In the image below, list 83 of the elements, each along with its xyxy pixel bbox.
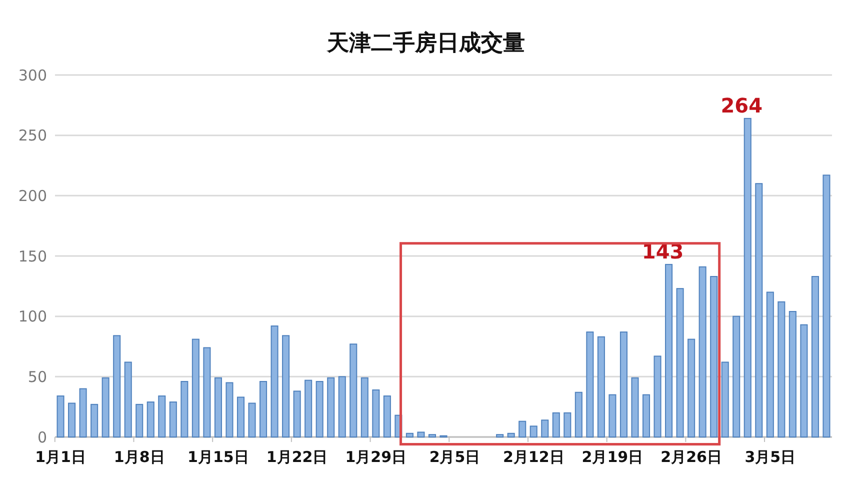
x-tick-label: 1月22日: [266, 448, 328, 466]
x-tick-label: 1月8日: [114, 448, 165, 466]
bar: [541, 420, 549, 438]
bar: [778, 301, 786, 438]
bar: [654, 356, 662, 438]
bar: [597, 336, 605, 438]
x-tick-label: 2月12日: [502, 448, 564, 466]
bar: [496, 434, 504, 438]
bar: [236, 396, 245, 438]
bar: [732, 316, 740, 438]
bar: [721, 362, 729, 438]
bar: [360, 377, 368, 438]
bar: [282, 335, 290, 438]
bar: [688, 338, 696, 438]
bar: [260, 380, 268, 438]
bar: [800, 324, 808, 438]
bar: [203, 347, 211, 438]
bar: [372, 389, 380, 438]
bar: [158, 395, 166, 438]
y-tick-label: 0: [37, 428, 47, 446]
bar: [68, 402, 76, 438]
x-tick-label: 2月26日: [660, 448, 722, 466]
bar: [169, 402, 177, 438]
x-tick-label: 1月15日: [188, 448, 249, 466]
data-label: 264: [720, 93, 763, 118]
bar: [304, 380, 312, 438]
bar: [124, 362, 132, 438]
bar: [102, 377, 110, 438]
bar: [270, 325, 278, 438]
y-tick-label: 150: [18, 247, 47, 266]
x-tick-label: 2月19日: [582, 448, 644, 466]
bar: [428, 434, 436, 438]
bar: [136, 404, 144, 438]
bar: [744, 118, 752, 438]
bar: [507, 432, 515, 438]
x-tick-label: 1月29日: [345, 448, 407, 466]
bar: [327, 377, 335, 438]
y-tick-label: 250: [18, 126, 47, 145]
bar: [350, 344, 358, 438]
y-tick-label: 200: [18, 186, 47, 205]
bar: [56, 395, 64, 438]
bar: [214, 377, 222, 438]
bar: [620, 332, 628, 438]
bar: [574, 392, 582, 438]
bar: [146, 402, 154, 438]
data-label: 143: [642, 239, 684, 264]
bar: [79, 388, 87, 438]
chart-title: 天津二手房日成交量: [326, 30, 525, 56]
y-tick-label: 100: [18, 308, 47, 326]
bar: [338, 376, 346, 438]
bar: [788, 311, 796, 438]
y-tick-label: 50: [28, 368, 47, 386]
bar: [811, 276, 819, 438]
bar: [631, 377, 639, 438]
bar: [293, 390, 301, 438]
y-tick-label: 300: [18, 66, 47, 84]
bar: [822, 174, 830, 438]
bar: [383, 395, 391, 438]
bar: [586, 332, 594, 438]
bar: [406, 432, 414, 438]
bar: [552, 412, 560, 438]
bar: [192, 338, 200, 438]
bar: [226, 382, 234, 438]
bar: [90, 404, 98, 438]
bar: [248, 402, 256, 438]
bar: [665, 264, 673, 438]
bar: [518, 420, 526, 438]
bar: [564, 412, 572, 438]
bar: [316, 380, 324, 438]
bar: [698, 266, 706, 438]
bar: [180, 380, 188, 438]
x-tick-label: 1月1日: [35, 448, 86, 466]
bar: [766, 292, 774, 438]
x-tick-label: 2月5日: [429, 448, 480, 466]
bar: [530, 426, 538, 438]
bar: [642, 394, 650, 438]
bar: [755, 183, 763, 438]
bar: [710, 276, 718, 438]
bar: [608, 394, 616, 438]
bar: [113, 335, 121, 438]
bar: [417, 432, 425, 438]
bar: [676, 288, 684, 438]
x-tick-label: 3月5日: [744, 448, 796, 466]
